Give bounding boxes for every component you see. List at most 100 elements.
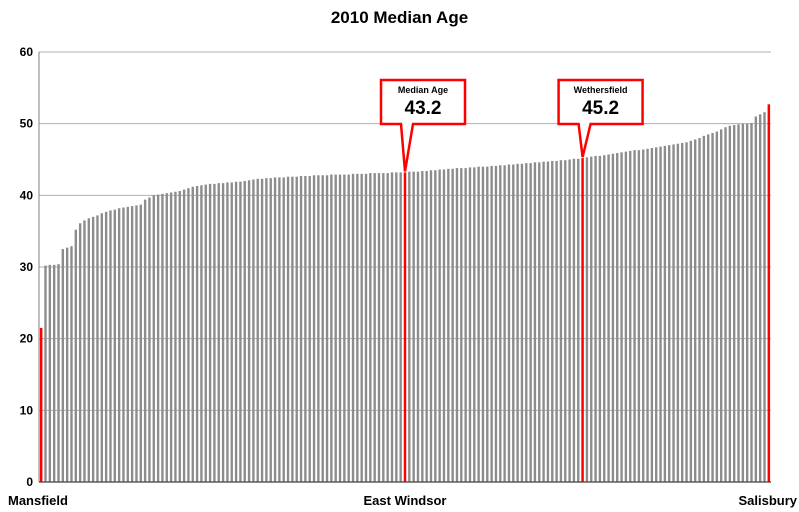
bar — [52, 264, 56, 482]
bar — [607, 154, 610, 482]
bar — [659, 146, 662, 482]
bar — [369, 173, 372, 482]
bar — [681, 143, 684, 482]
bar — [564, 160, 567, 482]
bar — [689, 140, 693, 482]
bar — [464, 168, 467, 482]
bar — [642, 149, 645, 482]
bar — [655, 147, 658, 483]
bar — [161, 193, 164, 482]
bar — [551, 160, 554, 482]
bar — [221, 183, 225, 482]
bar — [455, 168, 459, 482]
callout-label: Median Age — [398, 85, 448, 95]
bar — [191, 186, 194, 482]
bar — [590, 156, 593, 482]
bar — [754, 116, 758, 482]
bar — [468, 167, 472, 482]
bar — [169, 192, 173, 482]
bar — [330, 174, 333, 483]
bar — [195, 186, 199, 482]
bar — [616, 153, 619, 483]
bar — [87, 218, 91, 482]
callout-box — [557, 78, 644, 158]
bar — [750, 122, 753, 482]
bar — [226, 182, 229, 482]
bar — [395, 172, 398, 482]
bar — [44, 265, 47, 482]
bar — [442, 169, 446, 483]
bar — [447, 168, 450, 483]
bar — [373, 173, 376, 482]
highlighted-bar — [403, 172, 407, 482]
bar — [122, 207, 125, 482]
bar — [490, 165, 493, 482]
bar — [507, 164, 511, 482]
bar — [351, 173, 355, 483]
y-tick-label: 0 — [26, 475, 33, 489]
bar — [317, 175, 320, 482]
bar — [256, 178, 259, 482]
bar — [711, 132, 714, 482]
y-tick-label: 50 — [20, 117, 34, 131]
bar — [278, 177, 281, 482]
bar — [57, 264, 60, 482]
bar — [234, 181, 238, 482]
bar — [96, 215, 99, 482]
bar — [421, 170, 424, 482]
bar — [308, 175, 311, 482]
bar — [61, 249, 65, 482]
bar — [83, 220, 86, 482]
x-category-label: Salisbury — [738, 493, 797, 508]
bar — [334, 174, 337, 483]
bar — [620, 152, 623, 483]
bar — [737, 124, 740, 482]
bar — [109, 210, 112, 482]
bar — [520, 163, 524, 483]
bar — [204, 184, 207, 483]
y-tick-label: 10 — [20, 403, 34, 417]
bar — [213, 183, 216, 482]
bar — [78, 223, 82, 483]
bar — [663, 145, 667, 482]
bar — [139, 204, 142, 482]
bar — [460, 168, 463, 482]
bar — [533, 162, 537, 482]
bar — [126, 206, 129, 483]
y-tick-label: 30 — [20, 260, 34, 274]
bar — [247, 180, 251, 483]
bar — [763, 112, 766, 482]
bar — [598, 155, 602, 482]
bar — [629, 150, 632, 482]
bar — [698, 138, 701, 482]
bar — [178, 191, 181, 483]
bar — [399, 172, 402, 482]
bar — [434, 170, 437, 482]
bar — [637, 150, 641, 482]
bar — [286, 176, 290, 482]
bar — [356, 173, 359, 483]
bar — [494, 165, 498, 482]
bar — [252, 179, 255, 483]
y-tick-label: 40 — [20, 188, 34, 202]
bar — [559, 160, 563, 482]
bar — [143, 199, 147, 482]
bar — [273, 177, 277, 482]
bar — [156, 194, 160, 482]
bar — [555, 160, 558, 482]
bar — [672, 144, 675, 482]
bar — [343, 174, 346, 483]
bar — [719, 129, 723, 482]
bar — [70, 246, 73, 482]
bar — [321, 175, 324, 482]
bar — [646, 148, 649, 482]
bar — [347, 174, 350, 483]
callout-value: 43.2 — [405, 98, 442, 119]
x-axis-category-labels: Mansfield East Windsor Salisbury — [8, 493, 798, 508]
bar — [758, 114, 762, 482]
bar — [48, 264, 52, 482]
bar — [117, 208, 121, 482]
bar — [135, 205, 138, 482]
bar — [265, 178, 268, 482]
